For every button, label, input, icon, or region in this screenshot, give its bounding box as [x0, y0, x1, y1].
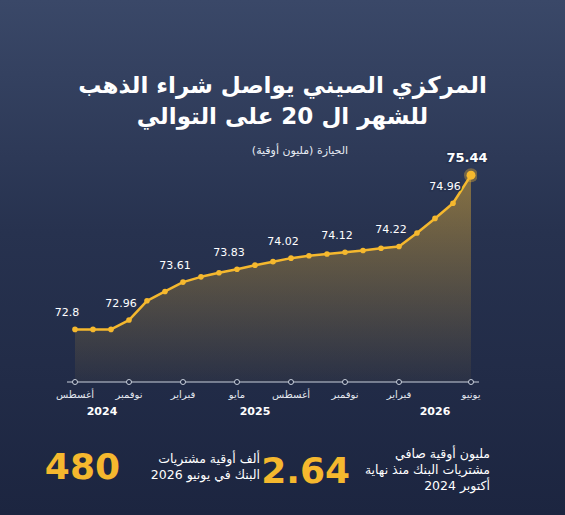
- point: [198, 274, 204, 280]
- point: [467, 171, 476, 180]
- x-tick: [73, 380, 78, 385]
- point: [108, 327, 114, 333]
- chart: الحيازة (مليون أوقية) 72.8 72.96 73.61 73.83…: [0, 0, 565, 515]
- x-tick: [235, 380, 240, 385]
- point: [270, 259, 276, 265]
- x-tick-label: فبراير: [386, 389, 412, 400]
- point: [450, 200, 456, 206]
- x-tick-label: أغسطس: [272, 388, 310, 400]
- data-label: 74.12: [321, 229, 353, 242]
- point: [342, 250, 348, 256]
- data-label: 74.96: [429, 180, 461, 193]
- point: [162, 289, 168, 295]
- x-tick-label: مايو: [228, 389, 245, 400]
- point: [144, 298, 150, 304]
- point: [414, 230, 420, 236]
- plot: [72, 168, 477, 382]
- x-tick: [181, 380, 186, 385]
- x-tick-label: نوفمبر: [114, 389, 142, 400]
- stat: 480 ألف أوقية مشتريات البنك في يونيو 2026: [45, 446, 260, 487]
- point: [252, 262, 258, 268]
- x-tick-label: يونيو: [461, 389, 481, 400]
- stat-text: ألف أوقية مشتريات البنك في يونيو 2026: [130, 451, 260, 483]
- line: [75, 175, 471, 329]
- point: [360, 248, 366, 254]
- point: [396, 244, 402, 250]
- stat-text: مليون أوقية صافي مشتريات البنك منذ نهاية…: [360, 446, 490, 494]
- point: [216, 270, 222, 276]
- marker-halo: [464, 168, 477, 182]
- x-tick: [469, 380, 474, 385]
- year-label: 2025: [240, 405, 271, 418]
- stat-value: 2.64: [261, 450, 350, 491]
- subtitle: الحيازة (مليون أوقية): [252, 143, 348, 157]
- data-label: 74.02: [267, 235, 299, 248]
- point: [306, 253, 312, 259]
- point: [288, 255, 294, 261]
- data-label: 73.61: [159, 259, 191, 272]
- data-label: 72.8: [55, 306, 80, 319]
- year-label: 2026: [420, 405, 451, 418]
- point: [378, 245, 384, 251]
- point: [90, 327, 96, 333]
- x-tick-label: فبراير: [170, 389, 196, 400]
- x-tick: [289, 380, 294, 385]
- area: [75, 175, 471, 382]
- stat: 2.64مليون أوقية صافي مشتريات البنك منذ ن…: [261, 446, 490, 494]
- data-label: 74.22: [375, 223, 407, 236]
- point: [126, 317, 132, 323]
- point: [324, 251, 330, 257]
- data-label: 75.44: [446, 150, 487, 165]
- x-tick-label: نوفمبر: [330, 389, 358, 400]
- point: [234, 266, 240, 272]
- x-tick-label: أغسطس: [56, 388, 94, 400]
- stat-value: 480: [45, 446, 120, 487]
- point: [180, 279, 186, 285]
- x-tick: [343, 380, 348, 385]
- point: [72, 327, 78, 333]
- data-label: 73.83: [213, 246, 245, 259]
- year-label: 2024: [87, 405, 118, 418]
- title: المركزي الصيني يواصل شراء الذهب للشهر ال…: [68, 70, 498, 132]
- point: [432, 216, 438, 222]
- x-tick: [397, 380, 402, 385]
- x-tick: [127, 380, 132, 385]
- data-label: 72.96: [105, 297, 137, 310]
